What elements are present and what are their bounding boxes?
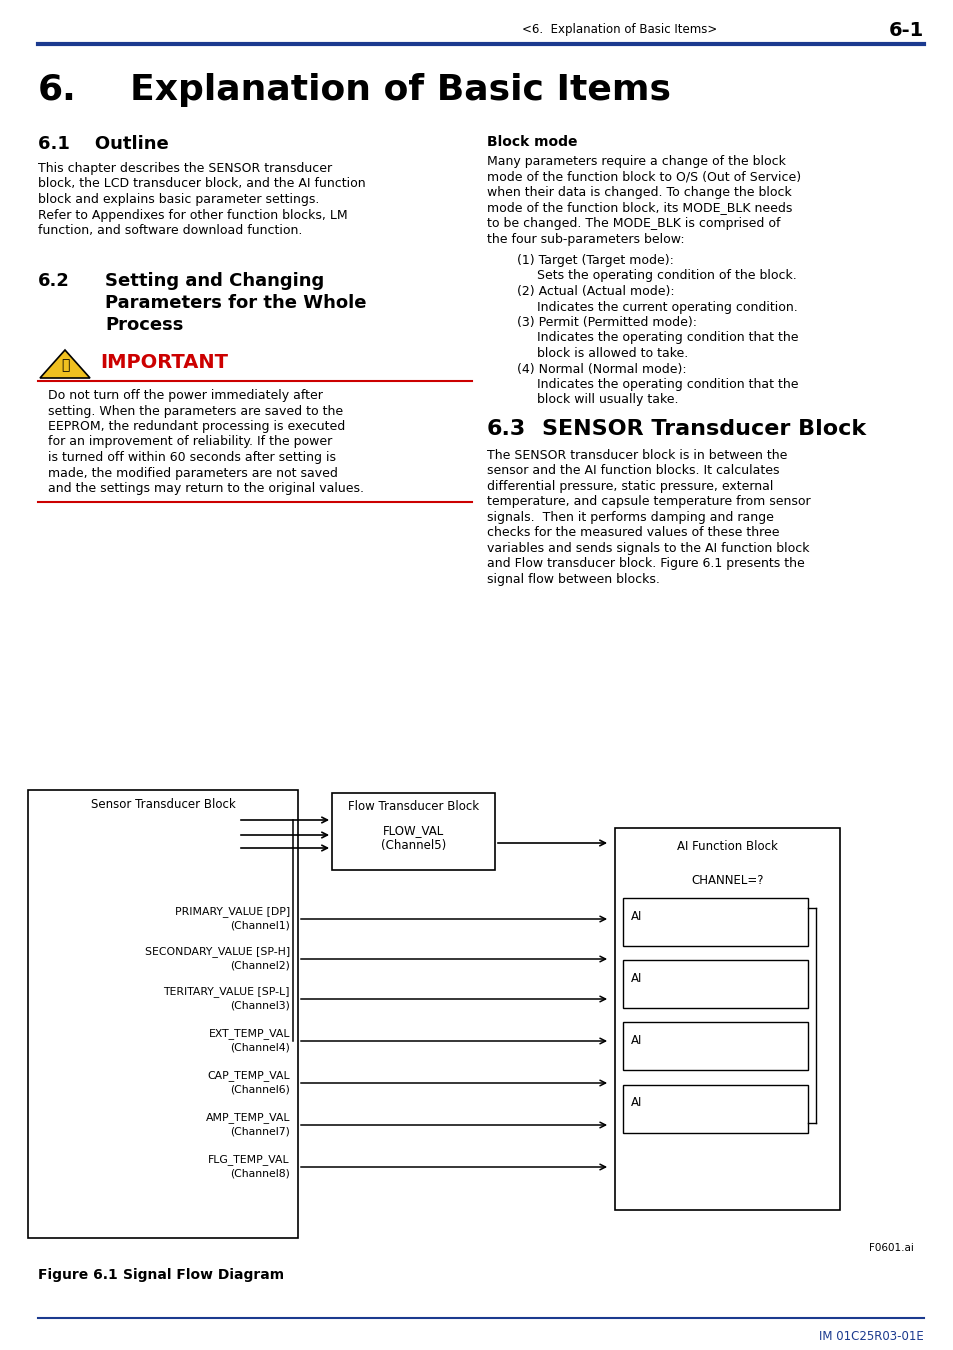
Text: AI: AI [630, 910, 641, 922]
Text: block, the LCD transducer block, and the AI function: block, the LCD transducer block, and the… [38, 177, 365, 190]
Text: This chapter describes the SENSOR transducer: This chapter describes the SENSOR transd… [38, 162, 332, 176]
Text: Many parameters require a change of the block: Many parameters require a change of the … [486, 155, 785, 167]
Bar [622, 898, 807, 946]
Text: and the settings may return to the original values.: and the settings may return to the origi… [48, 482, 364, 495]
Text: 6.1    Outline: 6.1 Outline [38, 135, 169, 153]
Text: (Channel5): (Channel5) [380, 838, 446, 852]
Text: (Channel6): (Channel6) [230, 1085, 290, 1095]
Bar [28, 790, 297, 1238]
Text: Parameters for the Whole: Parameters for the Whole [105, 294, 366, 312]
Text: signals.  Then it performs damping and range: signals. Then it performs damping and ra… [486, 512, 773, 524]
Text: AMP_TEMP_VAL: AMP_TEMP_VAL [205, 1112, 290, 1123]
Text: EXT_TEMP_VAL: EXT_TEMP_VAL [209, 1029, 290, 1040]
Text: Flow Transducer Block: Flow Transducer Block [348, 801, 478, 814]
Text: signal flow between blocks.: signal flow between blocks. [486, 572, 659, 586]
Text: when their data is changed. To change the block: when their data is changed. To change th… [486, 186, 791, 198]
Bar [622, 960, 807, 1008]
Text: ✋: ✋ [61, 358, 70, 373]
Text: differential pressure, static pressure, external: differential pressure, static pressure, … [486, 481, 773, 493]
Text: (4) Normal (Normal mode):: (4) Normal (Normal mode): [517, 363, 686, 375]
Text: 6-1: 6-1 [888, 20, 923, 39]
Text: IMPORTANT: IMPORTANT [100, 354, 228, 373]
Text: to be changed. The MODE_BLK is comprised of: to be changed. The MODE_BLK is comprised… [486, 217, 780, 230]
Text: F0601.ai: F0601.ai [868, 1243, 913, 1253]
Text: (1) Target (Target mode):: (1) Target (Target mode): [517, 254, 673, 267]
Text: mode of the function block to O/S (Out of Service): mode of the function block to O/S (Out o… [486, 170, 801, 184]
Text: (Channel1): (Channel1) [230, 921, 290, 931]
Text: checks for the measured values of these three: checks for the measured values of these … [486, 526, 779, 540]
Bar [332, 792, 495, 869]
Polygon shape [40, 350, 90, 378]
Text: CAP_TEMP_VAL: CAP_TEMP_VAL [207, 1071, 290, 1081]
Text: (Channel8): (Channel8) [230, 1169, 290, 1179]
Text: mode of the function block, its MODE_BLK needs: mode of the function block, its MODE_BLK… [486, 201, 792, 215]
Text: (Channel2): (Channel2) [230, 961, 290, 971]
Text: Refer to Appendixes for other function blocks, LM: Refer to Appendixes for other function b… [38, 208, 347, 221]
Text: the four sub-parameters below:: the four sub-parameters below: [486, 232, 684, 246]
Text: for an improvement of reliability. If the power: for an improvement of reliability. If th… [48, 436, 332, 448]
Text: Sets the operating condition of the block.: Sets the operating condition of the bloc… [537, 270, 796, 282]
Text: block will usually take.: block will usually take. [537, 393, 678, 406]
Text: Process: Process [105, 316, 183, 333]
Text: (2) Actual (Actual mode):: (2) Actual (Actual mode): [517, 285, 674, 298]
Text: (Channel7): (Channel7) [230, 1127, 290, 1137]
Text: Explanation of Basic Items: Explanation of Basic Items [130, 73, 670, 107]
Text: Indicates the operating condition that the: Indicates the operating condition that t… [537, 378, 798, 392]
Text: Block mode: Block mode [486, 135, 577, 148]
Text: Figure 6.1: Figure 6.1 [38, 1268, 117, 1282]
Text: block is allowed to take.: block is allowed to take. [537, 347, 687, 360]
Text: Indicates the current operating condition.: Indicates the current operating conditio… [537, 301, 797, 313]
Text: is turned off within 60 seconds after setting is: is turned off within 60 seconds after se… [48, 451, 335, 464]
Text: Indicates the operating condition that the: Indicates the operating condition that t… [537, 332, 798, 344]
Text: Signal Flow Diagram: Signal Flow Diagram [123, 1268, 284, 1282]
Text: AI Function Block: AI Function Block [677, 840, 777, 852]
Bar [622, 1022, 807, 1071]
Text: temperature, and capsule temperature from sensor: temperature, and capsule temperature fro… [486, 495, 810, 509]
Text: FLG_TEMP_VAL: FLG_TEMP_VAL [208, 1154, 290, 1165]
Text: 6.2: 6.2 [38, 271, 70, 290]
Text: AI: AI [630, 972, 641, 984]
Text: block and explains basic parameter settings.: block and explains basic parameter setti… [38, 193, 319, 207]
Bar [615, 828, 840, 1210]
Text: AI: AI [630, 1096, 641, 1110]
Text: sensor and the AI function blocks. It calculates: sensor and the AI function blocks. It ca… [486, 464, 779, 478]
Text: <6.  Explanation of Basic Items>: <6. Explanation of Basic Items> [522, 23, 717, 36]
Text: AI: AI [630, 1034, 641, 1046]
Text: Sensor Transducer Block: Sensor Transducer Block [91, 798, 235, 810]
Text: (3) Permit (Permitted mode):: (3) Permit (Permitted mode): [517, 316, 697, 329]
Text: EEPROM, the redundant processing is executed: EEPROM, the redundant processing is exec… [48, 420, 345, 433]
Text: Do not turn off the power immediately after: Do not turn off the power immediately af… [48, 389, 322, 402]
Text: Setting and Changing: Setting and Changing [105, 271, 324, 290]
Text: 6.3: 6.3 [486, 418, 526, 439]
Text: PRIMARY_VALUE [DP]: PRIMARY_VALUE [DP] [174, 907, 290, 918]
Text: 6.: 6. [38, 73, 76, 107]
Text: IM 01C25R03-01E: IM 01C25R03-01E [819, 1330, 923, 1342]
Bar [622, 1085, 807, 1133]
Text: and Flow transducer block. Figure 6.1 presents the: and Flow transducer block. Figure 6.1 pr… [486, 558, 804, 571]
Text: FLOW_VAL: FLOW_VAL [382, 825, 444, 837]
Text: function, and software download function.: function, and software download function… [38, 224, 302, 238]
Text: setting. When the parameters are saved to the: setting. When the parameters are saved t… [48, 405, 343, 417]
Text: SENSOR Transducer Block: SENSOR Transducer Block [541, 418, 865, 439]
Text: (Channel3): (Channel3) [230, 1000, 290, 1011]
Text: SECONDARY_VALUE [SP-H]: SECONDARY_VALUE [SP-H] [145, 946, 290, 957]
Text: made, the modified parameters are not saved: made, the modified parameters are not sa… [48, 467, 337, 479]
Text: (Channel4): (Channel4) [230, 1044, 290, 1053]
Text: CHANNEL=?: CHANNEL=? [691, 873, 763, 887]
Text: variables and sends signals to the AI function block: variables and sends signals to the AI fu… [486, 541, 809, 555]
Text: TERITARY_VALUE [SP-L]: TERITARY_VALUE [SP-L] [163, 987, 290, 998]
Text: The SENSOR transducer block is in between the: The SENSOR transducer block is in betwee… [486, 450, 786, 462]
